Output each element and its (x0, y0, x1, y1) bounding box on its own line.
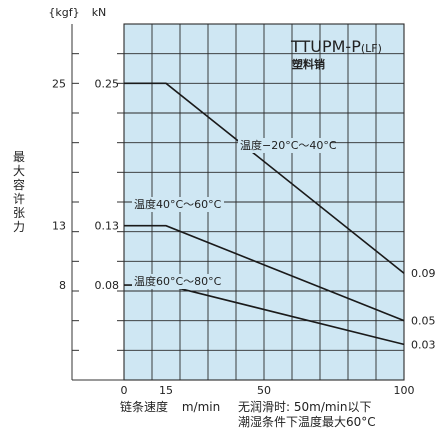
y-tick-label-kN: 0.08 (95, 279, 120, 292)
axes: {kgf} kN 25 0.25 13 0.13 8 0.08 0 15 50 100 (48, 6, 414, 397)
y-unit-kN: kN (92, 6, 107, 19)
x-tick-label: 0 (121, 384, 128, 397)
y-tick-label-kgf: 25 (52, 77, 66, 90)
note-humidity: 潮湿条件下温度最大60°C (238, 415, 376, 429)
x-tick-label: 15 (159, 384, 173, 397)
y-tick-label-kgf: 8 (59, 279, 66, 292)
series-end-label: 0.05 (411, 315, 436, 328)
note-no-lubrication: 无润滑时: 50m/min以下 (238, 400, 372, 414)
labels-group: 温度−20°C～40°C 0.09 温度40°C～60°C 0.05 温度60°C～80… (132, 37, 436, 351)
series-end-label: 0.03 (411, 338, 436, 351)
series-line (124, 82, 405, 274)
chart-subtitle: 塑料销 (292, 57, 325, 71)
x-axis-unit: m/min (181, 400, 221, 414)
series-line (124, 224, 405, 322)
series-label: 温度40°C～60°C (134, 197, 222, 211)
grid (123, 23, 405, 381)
y-tick-label-kN: 0.25 (95, 77, 120, 90)
series-label-bg (132, 274, 224, 289)
y-unit-kgf: {kgf} (48, 6, 79, 19)
y-tick-label-kN: 0.13 (95, 220, 120, 233)
x-tick-label: 50 (257, 384, 271, 397)
y-axis-title: 最大容许张力 (12, 150, 25, 234)
series-label-bg (238, 138, 330, 153)
series-label-bg (132, 197, 224, 212)
series-end-label: 0.09 (411, 267, 436, 280)
series-label: 温度−20°C～40°C (240, 138, 337, 152)
x-tick-label: 100 (394, 384, 415, 397)
series-label: 温度60°C～80°C (134, 274, 222, 288)
y-tick-label-kgf: 13 (52, 220, 66, 233)
chart-title-suffix: (LF) (361, 42, 382, 55)
x-axis-label: 链条速度 (120, 400, 169, 414)
x-axis-title: 链条速度 m/min (120, 398, 220, 415)
chart-title: TTUPM-P(LF) (290, 37, 382, 56)
